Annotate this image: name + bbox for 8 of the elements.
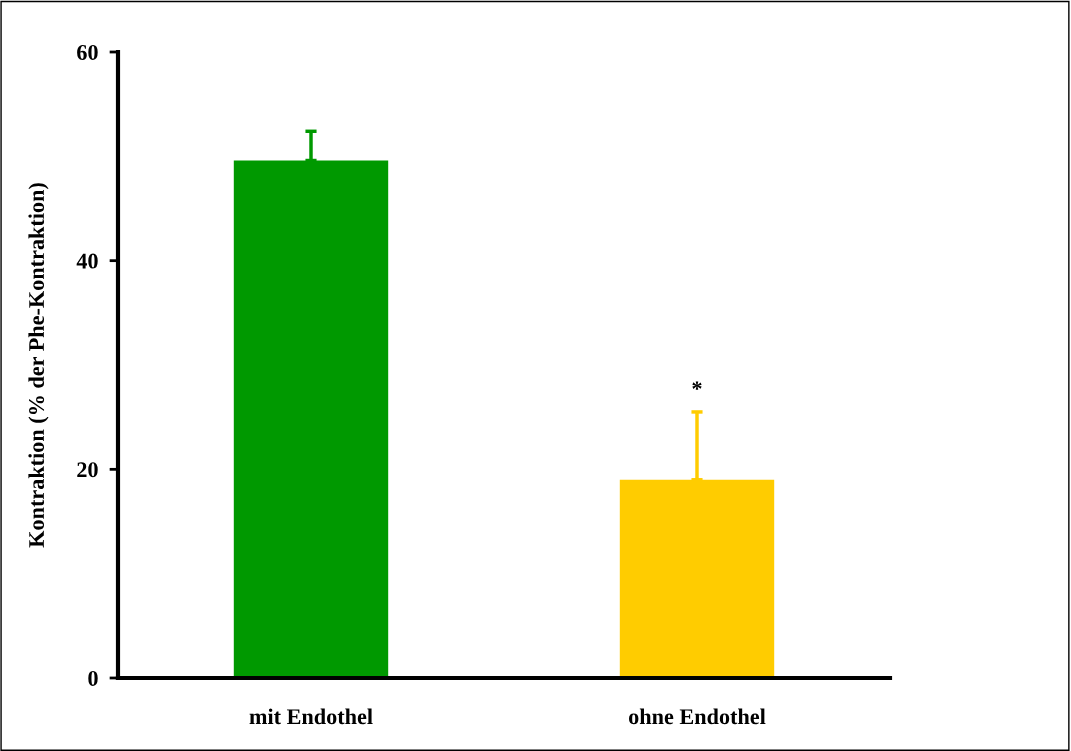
y-tick-label: 0: [88, 670, 98, 686]
x-tick-label: mit Endothel: [249, 708, 373, 725]
y-tick-label: 60: [77, 44, 98, 60]
x-tick-label: ohne Endothel: [629, 708, 766, 725]
y-axis-title: Kontraktion (% der Phe-Kontraktion): [28, 183, 49, 548]
annotation: *: [692, 381, 702, 390]
y-tick-label: 20: [77, 462, 98, 478]
y-tick-label: 40: [76, 253, 98, 269]
